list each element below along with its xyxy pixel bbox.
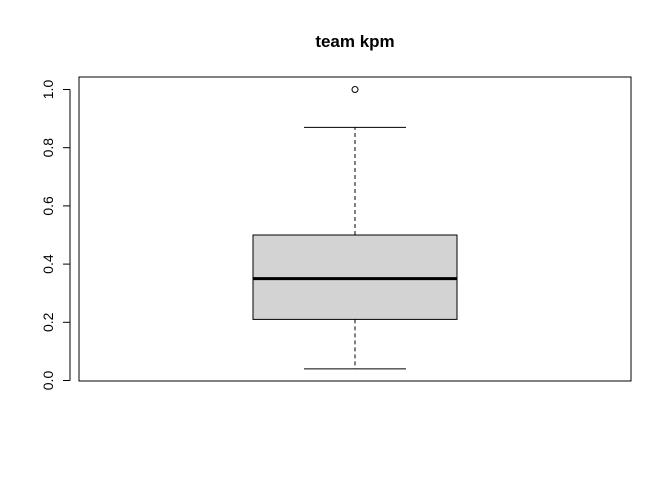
y-tick-label: 0.0: [40, 371, 56, 391]
y-tick-label: 0.6: [40, 196, 56, 216]
y-axis: 0.0 0.2 0.4 0.6 0.8 1.0: [40, 80, 71, 391]
y-tick-label: 0.2: [40, 312, 56, 332]
outlier-point: [351, 86, 359, 93]
y-tick-label: 0.4: [40, 254, 56, 274]
y-tick-label: 1.0: [40, 80, 56, 100]
plot-frame: [78, 76, 632, 382]
chart-title: team kpm: [315, 32, 394, 51]
box-group: [252, 86, 458, 370]
y-tick-label: 0.8: [40, 138, 56, 158]
